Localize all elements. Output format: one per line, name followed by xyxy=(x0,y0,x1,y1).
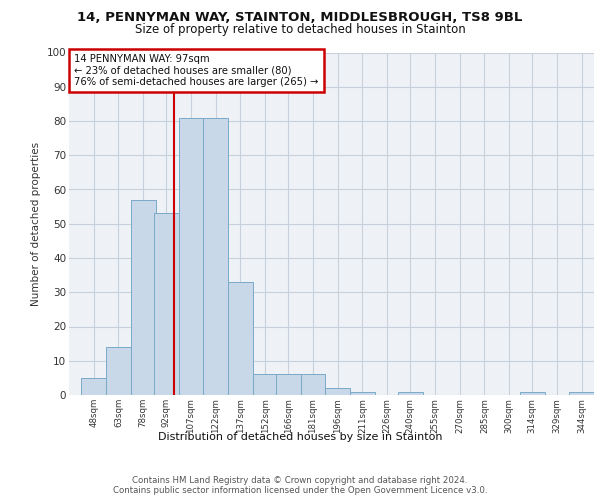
Bar xyxy=(325,388,350,395)
Bar xyxy=(203,118,228,395)
Text: Distribution of detached houses by size in Stainton: Distribution of detached houses by size … xyxy=(158,432,442,442)
Text: Contains HM Land Registry data © Crown copyright and database right 2024.: Contains HM Land Registry data © Crown c… xyxy=(132,476,468,485)
Text: Contains public sector information licensed under the Open Government Licence v3: Contains public sector information licen… xyxy=(113,486,487,495)
Bar xyxy=(253,374,278,395)
Bar xyxy=(276,374,301,395)
Bar xyxy=(131,200,155,395)
Text: 14, PENNYMAN WAY, STAINTON, MIDDLESBROUGH, TS8 9BL: 14, PENNYMAN WAY, STAINTON, MIDDLESBROUG… xyxy=(77,11,523,24)
Bar xyxy=(520,392,545,395)
Text: 14 PENNYMAN WAY: 97sqm
← 23% of detached houses are smaller (80)
76% of semi-det: 14 PENNYMAN WAY: 97sqm ← 23% of detached… xyxy=(74,54,319,88)
Bar xyxy=(569,392,594,395)
Y-axis label: Number of detached properties: Number of detached properties xyxy=(31,142,41,306)
Text: Size of property relative to detached houses in Stainton: Size of property relative to detached ho… xyxy=(134,22,466,36)
Bar xyxy=(398,392,422,395)
Bar xyxy=(154,214,179,395)
Bar xyxy=(228,282,253,395)
Bar xyxy=(301,374,325,395)
Bar xyxy=(106,347,131,395)
Bar xyxy=(350,392,375,395)
Bar xyxy=(179,118,203,395)
Bar xyxy=(82,378,106,395)
